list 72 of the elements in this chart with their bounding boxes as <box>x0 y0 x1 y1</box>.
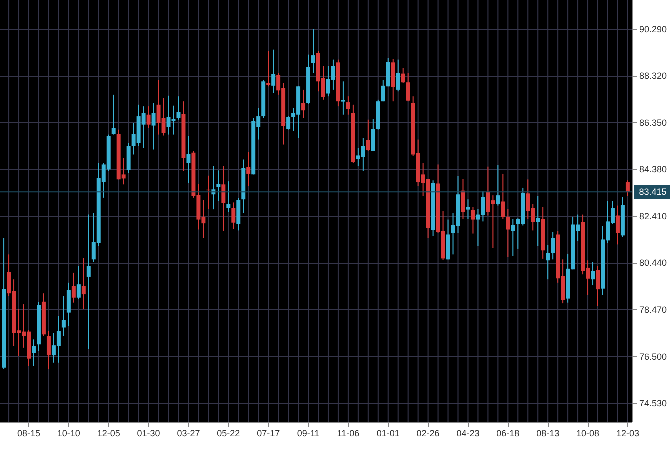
x-tick-label: 11-06 <box>337 428 360 438</box>
candlestick <box>496 164 500 206</box>
y-tick-label: 86.350 <box>640 118 668 128</box>
y-tick-label: 90.290 <box>640 24 668 34</box>
candlestick <box>406 72 410 102</box>
x-tick-label: 08-15 <box>17 428 41 438</box>
candlestick <box>72 272 76 304</box>
candlestick <box>82 257 86 310</box>
candlestick <box>222 166 226 232</box>
candlestick <box>236 198 241 232</box>
candlestick <box>591 262 596 286</box>
candlestick <box>401 68 406 84</box>
candlestick <box>126 142 131 174</box>
candlestick <box>546 244 550 280</box>
x-tick-label: 10-10 <box>57 428 80 438</box>
x-tick-label: 01-30 <box>137 428 160 438</box>
x-tick-label: 07-17 <box>257 428 280 438</box>
candlestick <box>66 282 71 327</box>
candlestick <box>466 199 470 220</box>
candlestick <box>551 232 556 260</box>
x-tick-label: 10-08 <box>576 428 600 438</box>
x-tick-label: 08-13 <box>536 428 560 438</box>
y-tick-label: 82.410 <box>640 211 668 222</box>
candlestick <box>152 102 156 150</box>
candlestick <box>62 296 66 337</box>
x-tick-label: 04-23 <box>456 428 480 438</box>
candlestick <box>302 89 306 119</box>
y-tick-label: 74.530 <box>640 398 668 409</box>
candlestick <box>232 202 236 230</box>
candlestick <box>246 152 251 187</box>
candlestick <box>366 119 370 152</box>
x-tick-label: 03-27 <box>177 428 200 438</box>
candlestick <box>32 339 36 367</box>
candlestick <box>596 266 600 307</box>
candlestick <box>76 266 81 300</box>
candlestick <box>112 94 116 136</box>
candlestick <box>272 49 276 94</box>
candlestick <box>396 59 400 92</box>
candlestick <box>471 206 476 234</box>
y-tick-label: 80.440 <box>640 258 668 268</box>
candlestick <box>506 208 510 258</box>
candlestick <box>186 136 191 184</box>
candlestick <box>312 28 316 74</box>
x-tick-label: 09-11 <box>297 428 320 438</box>
x-tick-label: 06-18 <box>496 428 520 438</box>
x-tick-label: 01-01 <box>376 428 400 438</box>
x-tick-label: 12-03 <box>616 428 640 438</box>
y-tick-label: 84.380 <box>640 164 668 175</box>
y-tick-label: 88.320 <box>640 71 668 82</box>
candlestick <box>86 214 91 350</box>
candlestick <box>461 178 466 220</box>
candlestick <box>501 173 506 220</box>
candlestick <box>46 330 51 370</box>
candlestick <box>176 96 181 120</box>
candlestick <box>216 170 221 202</box>
x-tick-label: 12-05 <box>97 428 120 438</box>
candlestick <box>481 191 486 222</box>
candlestick <box>616 205 620 246</box>
y-tick-label: 76.500 <box>640 352 668 362</box>
candlestick <box>476 208 480 247</box>
candlestick <box>511 218 516 257</box>
candlestick <box>146 106 151 129</box>
ref-line-label: 83.415 <box>639 187 667 198</box>
candlestick <box>346 96 350 116</box>
x-tick-label: 05-22 <box>217 428 240 438</box>
candlestick <box>371 118 376 152</box>
candlestick <box>536 196 540 247</box>
x-tick-label: 02-26 <box>416 428 440 438</box>
y-tick-label: 78.470 <box>640 305 668 315</box>
candlestick <box>626 180 630 197</box>
candlestick <box>226 181 231 213</box>
candlestick <box>341 81 346 116</box>
